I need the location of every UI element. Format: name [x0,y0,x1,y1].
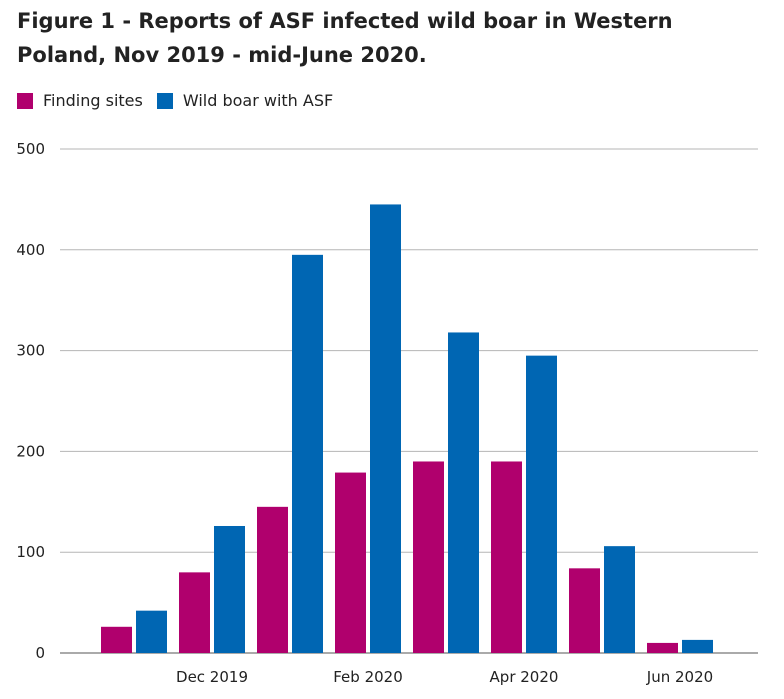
bar-wild-boar [214,525,245,653]
bar-wild-boar [136,610,167,653]
y-tick-label: 100 [16,543,45,561]
bar-wild-boar [292,254,323,653]
legend: Finding sites Wild boar with ASF [17,91,347,110]
bar-finding-sites [257,506,288,653]
bar-wild-boar [682,639,713,653]
chart-title: Figure 1 - Reports of ASF infected wild … [17,9,673,67]
y-tick-label: 0 [35,644,45,662]
bar-finding-sites [413,461,444,653]
y-tick-label: 400 [16,241,45,259]
legend-item-finding-sites: Finding sites [17,91,143,110]
bar-wild-boar [604,546,635,653]
legend-label-wild-boar: Wild boar with ASF [182,91,334,110]
bar-finding-sites [569,568,600,653]
bar-finding-sites [647,642,678,653]
bar-wild-boar [448,332,479,653]
bar-finding-sites [101,626,132,653]
bar-finding-sites [491,461,522,653]
legend-swatch-wild-boar [156,92,173,109]
legend-item-wild-boar: Wild boar with ASF [156,91,334,110]
y-tick-label: 200 [16,442,45,460]
legend-swatch-finding-sites [17,92,33,109]
y-tick-label: 300 [16,342,45,360]
bar-wild-boar [370,204,401,653]
y-tick-label: 500 [16,140,45,158]
bar-finding-sites [179,572,210,653]
x-tick-label: Dec 2019 [176,668,248,686]
x-tick-label: Apr 2020 [490,668,559,686]
x-tick-label: Feb 2020 [333,668,403,686]
bar-finding-sites [335,472,366,653]
legend-label-finding-sites: Finding sites [43,91,143,110]
x-tick-label: Jun 2020 [646,668,713,686]
bar-wild-boar [526,355,557,653]
